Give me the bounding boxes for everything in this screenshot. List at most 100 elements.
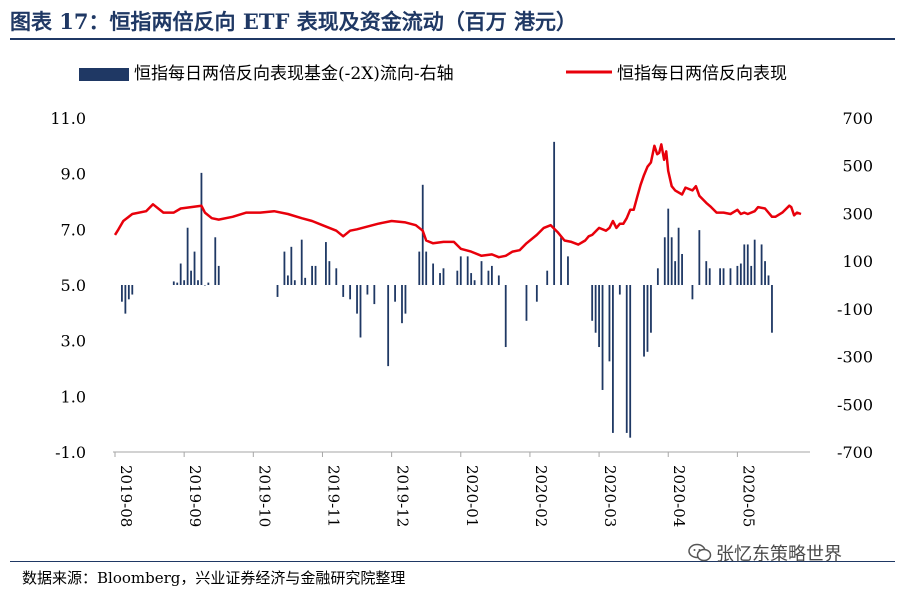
figure-title: 图表 17：恒指两倍反向 ETF 表现及资金流动（百万 港元）	[10, 9, 578, 34]
flow-bar	[490, 265, 493, 285]
flow-bar	[705, 261, 708, 285]
title-rule	[10, 38, 895, 40]
flow-bar	[594, 285, 597, 333]
flow-bar	[643, 285, 645, 357]
left-tick-label: 1.0	[61, 387, 86, 406]
flow-bar	[432, 263, 435, 285]
right-tick-label: 100	[842, 252, 873, 271]
flow-bar	[349, 285, 352, 300]
flow-bar	[183, 280, 186, 285]
flow-bar	[618, 285, 621, 295]
left-tick-label: 7.0	[61, 220, 86, 239]
flow-bar	[293, 280, 296, 285]
flow-bar	[646, 285, 649, 352]
flow-bars	[121, 141, 773, 438]
flow-bar	[670, 237, 673, 285]
x-tick-label: 2019-08	[117, 465, 135, 527]
flow-bar	[708, 268, 711, 285]
flow-bar	[591, 285, 594, 321]
flow-bar	[214, 237, 217, 285]
left-tick-label: 3.0	[61, 332, 86, 351]
flow-bar	[487, 270, 490, 285]
flow-bar	[743, 244, 746, 285]
wechat-icon	[688, 543, 712, 562]
flow-bar	[283, 251, 286, 285]
flow-bar	[466, 256, 469, 285]
flow-bar	[172, 281, 175, 285]
flow-bar	[722, 268, 725, 285]
flow-bar	[197, 280, 199, 285]
flow-bar	[598, 285, 600, 348]
flow-bar	[470, 273, 473, 285]
legend-line-label: 恒指每日两倍反向表现	[617, 64, 787, 84]
flow-bar	[179, 263, 182, 285]
flow-bar	[663, 237, 666, 285]
watermark: 张忆东策略世界	[688, 540, 842, 566]
flow-bar	[359, 285, 362, 338]
flow-bar	[736, 265, 739, 285]
flow-bar	[342, 285, 345, 297]
flow-bar	[286, 275, 289, 285]
flow-bar	[650, 285, 652, 333]
flow-bar	[127, 285, 130, 300]
flow-bar	[387, 285, 390, 367]
flow-bar	[677, 227, 680, 285]
right-tick-label: 700	[842, 109, 873, 128]
flow-bar	[121, 285, 123, 302]
watermark-text: 张忆东策略世界	[716, 544, 842, 565]
flow-bar	[131, 285, 134, 295]
flow-bar	[612, 285, 614, 433]
right-tick-label: 300	[842, 204, 873, 223]
x-tick-label: 2019-11	[324, 465, 342, 527]
flow-bar	[176, 282, 179, 285]
flow-bar	[204, 285, 206, 286]
flow-bar	[764, 261, 766, 285]
flow-bar	[480, 261, 483, 285]
flow-bar	[625, 285, 628, 433]
right-tick-label: -300	[837, 348, 873, 367]
flow-bar	[200, 172, 203, 285]
flow-bar	[325, 242, 327, 285]
x-tick-label: 2019-10	[255, 465, 273, 527]
left-tick-label: 9.0	[61, 165, 86, 184]
flow-bar	[504, 285, 507, 348]
flow-bar	[729, 268, 732, 285]
flow-bar	[525, 285, 528, 321]
flow-bar	[674, 261, 677, 285]
flow-bar	[425, 251, 428, 285]
flow-bar	[691, 285, 694, 300]
flow-bar	[560, 237, 562, 285]
flow-bar	[300, 239, 303, 285]
left-tick-label: -1.0	[55, 443, 86, 462]
flow-bar	[535, 285, 538, 302]
left-tick-label: 11.0	[50, 109, 86, 128]
flow-bar	[753, 239, 756, 285]
flow-bar	[667, 208, 670, 285]
flow-bar	[442, 268, 445, 285]
flow-bar	[421, 184, 424, 285]
x-tick-label: 2020-04	[670, 465, 688, 527]
legend-bar-label: 恒指每日两倍反向表现基金(-2X)流向-右轴	[134, 64, 454, 84]
flow-bar	[719, 268, 721, 285]
flow-bar	[746, 244, 749, 285]
right-tick-label: -500	[837, 395, 873, 414]
legend: 恒指每日两倍反向表现基金(-2X)流向-右轴 恒指每日两倍反向表现	[79, 64, 787, 84]
x-tick-label: 2020-02	[532, 465, 550, 527]
flow-bar	[418, 251, 421, 285]
flow-bar	[335, 268, 338, 285]
flow-bar	[553, 141, 556, 285]
flow-bar	[567, 256, 569, 285]
flow-bar	[750, 265, 753, 285]
left-axis-ticks: 11.0 9.0 7.0 5.0 3.0 1.0 -1.0	[50, 109, 86, 462]
flow-bar	[314, 265, 317, 285]
performance-line	[113, 143, 802, 259]
flow-bar	[473, 280, 476, 285]
flow-bar	[190, 270, 192, 285]
x-tick-label: 2019-09	[186, 465, 204, 527]
right-axis-ticks: 700 500 300 100 -100 -300 -500 -700	[837, 109, 873, 462]
flow-bar	[601, 285, 604, 390]
flow-bar	[328, 261, 331, 285]
flow-bar	[698, 230, 701, 285]
flow-bar	[439, 273, 441, 285]
flow-bar	[739, 263, 742, 285]
